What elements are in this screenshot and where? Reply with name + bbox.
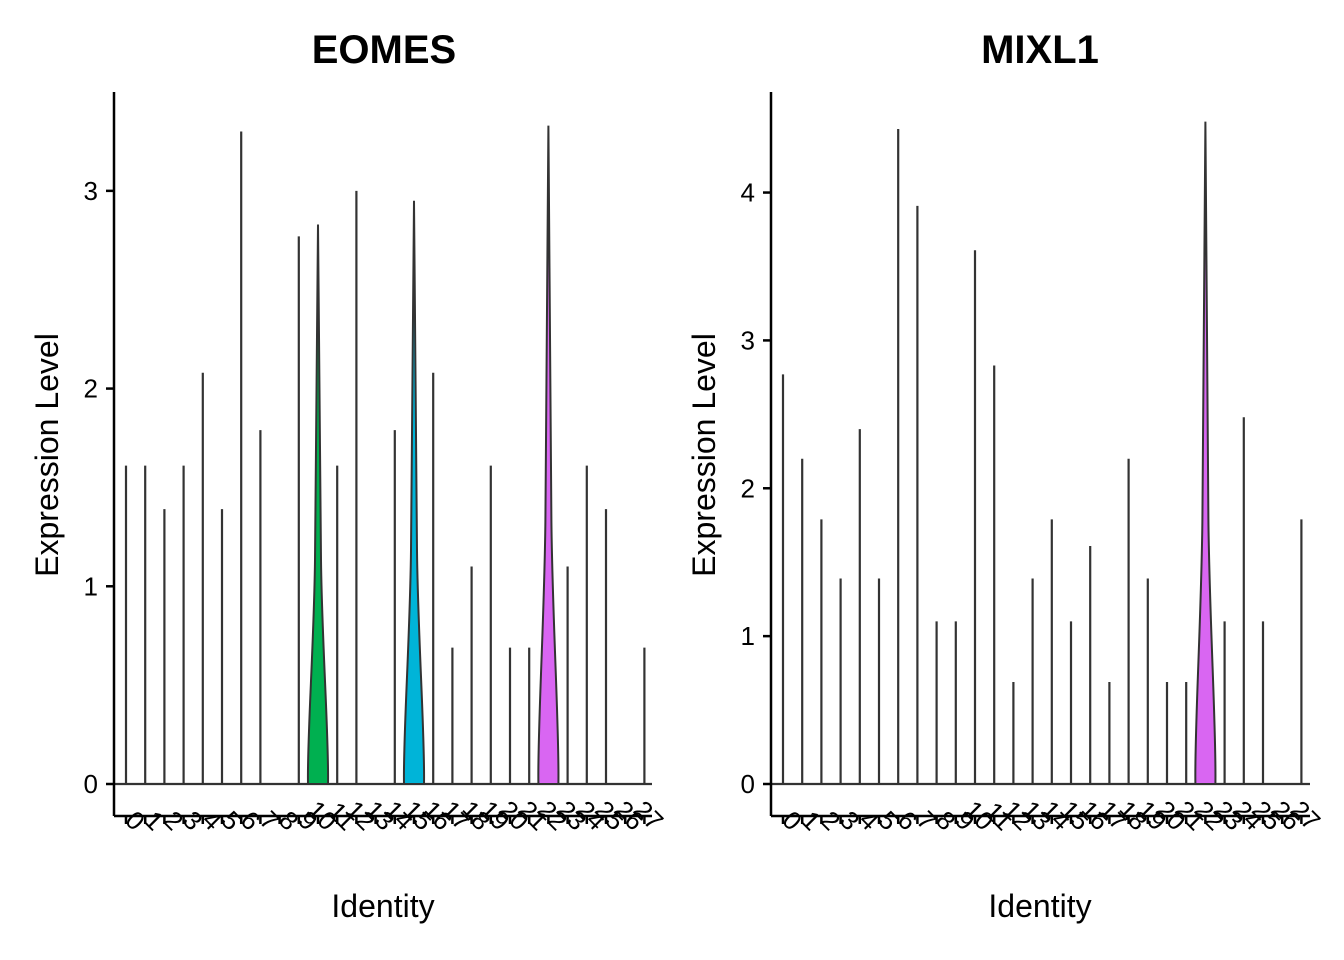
eomes-y-axis-label: Expression Level: [29, 333, 65, 577]
eomes-panel: EOMES Expression Level Identity 01230123…: [29, 28, 669, 924]
eomes-violin-22: [537, 125, 560, 785]
mixl1-y-tick-label-0: 0: [741, 769, 755, 799]
eomes-title: EOMES: [312, 28, 456, 72]
mixl1-y-axis-label: Expression Level: [686, 333, 722, 577]
eomes-x-axis-label: Identity: [331, 888, 434, 924]
mixl1-y-tick-label-2: 2: [741, 473, 755, 503]
eomes-violin-10: [306, 224, 330, 785]
eomes-y-tick-label-0: 0: [84, 769, 98, 799]
mixl1-y-tick-label-3: 3: [741, 325, 755, 355]
eomes-violin-15: [402, 200, 426, 785]
mixl1-y-tick-label-1: 1: [741, 621, 755, 651]
mixl1-panel: MIXL1 Expression Level Identity 01234012…: [686, 28, 1326, 924]
mixl1-y-tick-label-4: 4: [741, 178, 755, 208]
mixl1-violin-22: [1194, 121, 1217, 785]
eomes-y-tick-label-2: 2: [84, 374, 98, 404]
mixl1-x-axis-label: Identity: [988, 888, 1091, 924]
mixl1-title: MIXL1: [981, 28, 1099, 72]
eomes-y-tick-label-1: 1: [84, 571, 98, 601]
eomes-y-tick-label-3: 3: [84, 176, 98, 206]
